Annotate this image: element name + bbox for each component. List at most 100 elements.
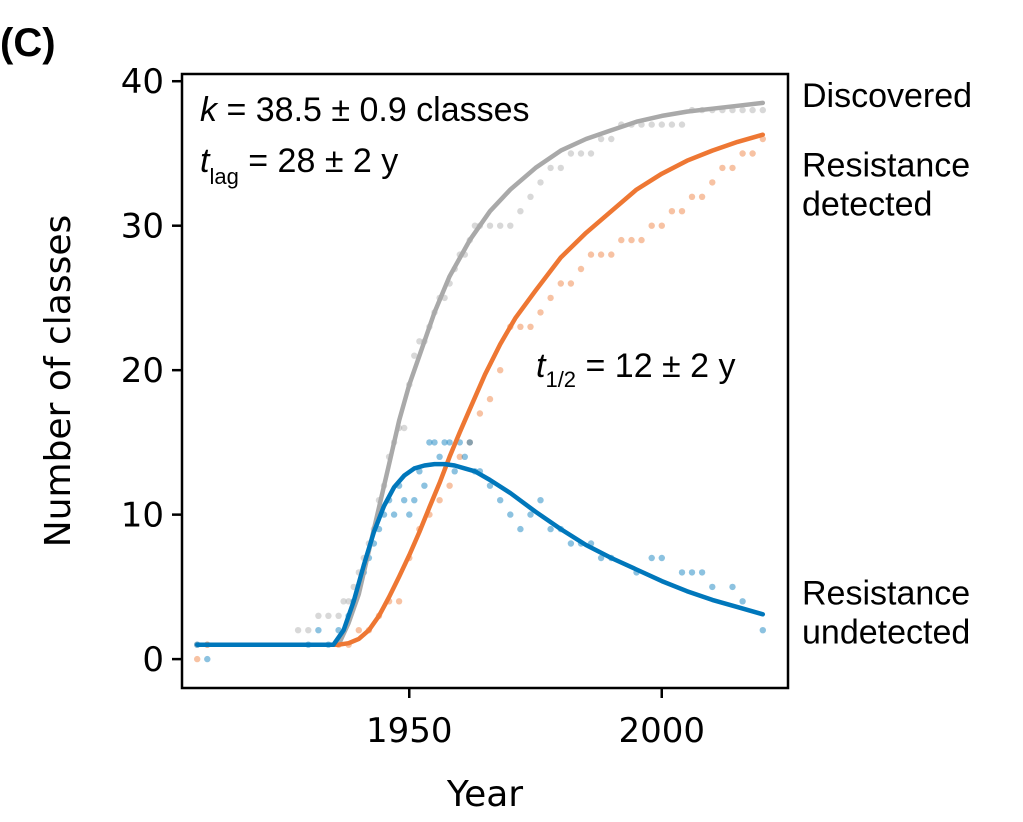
discovered-point	[658, 121, 665, 128]
resistance-undetected-point	[390, 511, 398, 518]
resistance-undetected-fit-line	[194, 461, 766, 647]
discovered-point	[411, 352, 418, 359]
discovered-point	[305, 627, 312, 634]
annotation-thalf: t1/2 = 12 ± 2 y	[536, 347, 736, 392]
resistance-undetected-point	[406, 511, 413, 518]
resistance-undetected-point	[688, 569, 696, 576]
discovered-point	[759, 106, 766, 114]
resistance-detected-point	[547, 294, 554, 302]
resistance-detected-point	[395, 598, 403, 605]
resistance-undetected-point	[466, 439, 473, 446]
annotation-thalf-text: = 12 ± 2 y	[576, 347, 735, 385]
y-tick-label: 20	[121, 351, 164, 391]
resistance-detected-point	[567, 280, 575, 287]
discovered-point	[325, 612, 332, 619]
resistance-detected-label-line: Resistance	[802, 147, 970, 185]
discovered-label: Discovered	[802, 77, 972, 115]
discovered-point	[345, 598, 352, 605]
data-layer	[194, 100, 766, 663]
annotation-tlag: tlag = 28 ± 2 y	[200, 142, 398, 189]
resistance-detected-point	[497, 367, 504, 374]
discovered-point	[608, 135, 615, 143]
resistance-undetected-point	[537, 497, 544, 504]
y-tick-label: 0	[142, 640, 164, 680]
resistance-detected-point	[668, 208, 676, 215]
resistance-detected-point	[749, 150, 756, 157]
discovered-point	[315, 612, 322, 619]
resistance-undetected-point	[759, 627, 766, 634]
discovered-label-line: Discovered	[802, 77, 972, 115]
resistance-detected-point	[527, 323, 534, 330]
x-axis-label: Year	[446, 774, 523, 815]
resistance-detected-point	[678, 208, 686, 215]
discovered-point	[678, 121, 686, 128]
discovered-point	[335, 612, 342, 619]
resistance-detected-point	[194, 655, 201, 663]
resistance-detected-point	[729, 164, 736, 172]
resistance-detected-point	[719, 164, 726, 172]
resistance-detected-fit-line	[194, 132, 766, 647]
resistance-undetected-label-line: undetected	[802, 613, 970, 651]
resistance-detected-label-line: detected	[802, 186, 932, 224]
resistance-detected-point	[698, 193, 706, 200]
discovered-point	[507, 222, 514, 229]
discovered-point	[557, 164, 564, 172]
y-tick-label: 30	[121, 207, 164, 247]
discovered-point	[401, 424, 408, 432]
resistance-detected-point	[638, 236, 645, 244]
resistance-detected-point	[476, 410, 484, 417]
discovered-point	[739, 106, 746, 114]
annotation-thalf-sub: 1/2	[545, 367, 576, 392]
resistance-detected-point	[688, 193, 696, 200]
annotation-k-text: = 38.5 ± 0.9 classes	[217, 91, 530, 129]
resistance-undetected-point	[461, 453, 468, 460]
ticks-layer: 1950 2000 0 10 20 30 40	[121, 62, 705, 751]
resistance-undetected-point	[421, 482, 428, 489]
resistance-undetected-point	[517, 525, 524, 533]
resistance-undetected-point	[401, 497, 408, 504]
resistance-undetected-point	[315, 627, 322, 634]
resistance-detected-point	[709, 179, 716, 186]
resistance-detected-point	[456, 453, 463, 460]
discovered-point	[648, 121, 655, 128]
resistance-undetected-point	[648, 554, 655, 562]
resistance-detected-point	[597, 251, 605, 258]
resistance-undetected-point	[426, 439, 433, 446]
discovered-point	[567, 150, 575, 157]
annotation-tlag-text: = 28 ± 2 y	[239, 142, 398, 180]
resistance-undetected-point	[204, 655, 211, 663]
discovered-point	[486, 222, 494, 229]
discovered-point	[497, 222, 504, 229]
resistance-detected-point	[517, 323, 524, 330]
discovered-point	[340, 598, 347, 605]
annotation-k: k = 38.5 ± 0.9 classes	[200, 91, 530, 129]
resistance-detected-point	[436, 497, 443, 504]
resistance-detected-point	[587, 251, 595, 258]
resistance-undetected-point	[411, 497, 418, 504]
discovered-point	[537, 179, 544, 186]
resistance-detected-point	[618, 236, 625, 244]
discovered-point	[668, 121, 676, 128]
resistance-detected-point	[658, 222, 665, 229]
resistance-detected-point	[739, 150, 746, 157]
y-tick-label: 40	[121, 62, 164, 102]
resistance-detected-points	[194, 135, 766, 663]
resistance-undetected-point	[739, 598, 746, 605]
resistance-detected-point	[355, 627, 362, 634]
resistance-undetected-point	[567, 540, 575, 547]
y-tick-label: 10	[121, 496, 164, 536]
discovered-point	[517, 208, 524, 215]
discovered-point	[597, 135, 605, 143]
resistance-undetected-point	[507, 511, 514, 518]
panel-label: (C)	[0, 21, 56, 65]
resistance-undetected-point	[436, 453, 443, 460]
plot-frame	[180, 72, 790, 690]
resistance-detected-point	[557, 280, 564, 287]
resistance-undetected-point	[446, 439, 453, 446]
resistance-detected-point	[628, 236, 635, 244]
resistance-undetected-point	[698, 569, 706, 576]
discovered-point	[416, 338, 423, 345]
discovered-point	[294, 627, 302, 634]
resistance-undetected-point	[547, 525, 554, 533]
